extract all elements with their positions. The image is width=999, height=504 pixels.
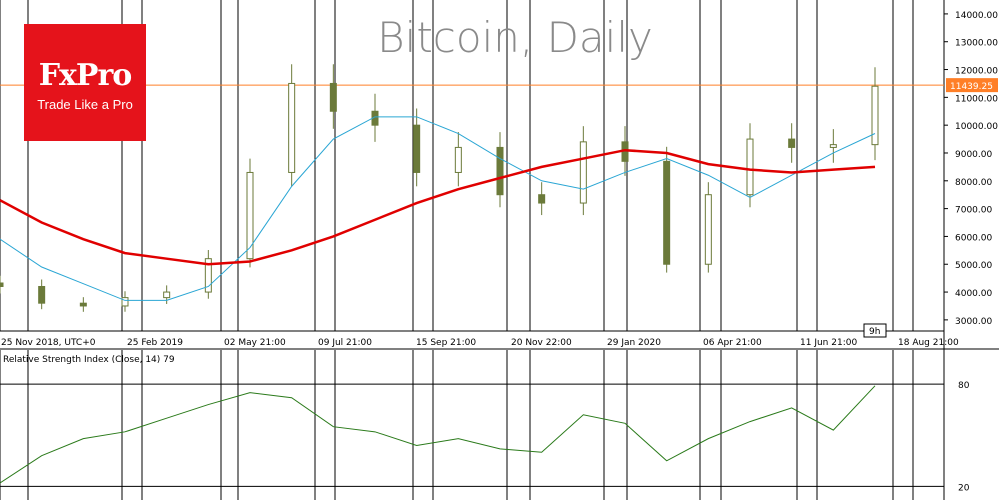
price-tick-label: 14000.00 (955, 11, 998, 21)
candle-body (704, 194, 712, 265)
candle-body (663, 160, 671, 265)
candle-body (204, 258, 212, 293)
x-tick-label: 02 May 21:00 (224, 338, 286, 348)
rsi-tick-label: 80 (958, 381, 970, 391)
candle-body (121, 297, 129, 307)
x-tick-label: 25 Nov 2018, UTC+0 (1, 338, 96, 348)
rsi-line (0, 385, 876, 484)
candle-body (579, 141, 587, 204)
candle-body (246, 171, 254, 260)
rsi-tick-label: 20 (958, 483, 970, 493)
x-tick-label: 11 Jun 21:00 (800, 338, 857, 348)
price-tick-label: 8000.00 (955, 178, 992, 188)
candle-body (79, 302, 87, 307)
x-tick-label: 09 Jul 21:00 (318, 338, 372, 348)
ma-short-line (0, 116, 876, 301)
price-tick-label: 12000.00 (955, 67, 998, 77)
logo-brand: FxPro (38, 58, 133, 93)
x-tick-label: 25 Feb 2019 (127, 338, 183, 348)
x-tick-label: 18 Aug 21:00 (898, 338, 959, 348)
price-tick-label: 6000.00 (955, 233, 992, 243)
x-tick-label: 29 Jan 2020 (607, 338, 661, 348)
x-tick-label: 20 Nov 22:00 (511, 338, 572, 348)
price-marker-label: 11439.25 (950, 82, 993, 92)
price-tick-label: 13000.00 (955, 39, 998, 49)
candle-body (163, 291, 171, 299)
x-tick-label: 15 Sep 21:00 (416, 338, 476, 348)
chart-title: Bitcoin, Daily (377, 13, 653, 62)
candle-body (288, 82, 296, 173)
price-tick-label: 5000.00 (955, 261, 992, 271)
candle-body (871, 85, 879, 146)
candle-body (496, 146, 504, 196)
fxpro-logo: FxPro Trade Like a Pro (24, 24, 146, 141)
candle-body (746, 138, 754, 196)
candle-body (538, 194, 546, 204)
candle-body (329, 82, 337, 112)
price-tick-label: 9000.00 (955, 150, 992, 160)
candle-body (829, 144, 837, 148)
x-tick-label: 06 Apr 21:00 (703, 338, 762, 348)
rsi-title: Relative Strength Index (Close, 14) 79 (3, 355, 175, 365)
price-tick-label: 3000.00 (955, 317, 992, 327)
candle-body (413, 124, 421, 173)
candle-body (0, 282, 4, 287)
price-marker-box (946, 78, 998, 93)
candle-body (38, 285, 46, 304)
price-tick-label: 4000.00 (955, 289, 992, 299)
time-marker-box (863, 323, 887, 338)
logo-tagline: Trade Like a Pro (37, 97, 133, 112)
candles-group (0, 64, 879, 312)
candle-body (454, 146, 462, 173)
candle-body (788, 138, 796, 148)
price-tick-label: 7000.00 (955, 206, 992, 216)
price-tick-label: 10000.00 (955, 122, 998, 132)
time-marker-label: 9h (869, 327, 880, 337)
price-tick-label: 11000.00 (955, 94, 998, 104)
ma-long-line (0, 148, 876, 266)
